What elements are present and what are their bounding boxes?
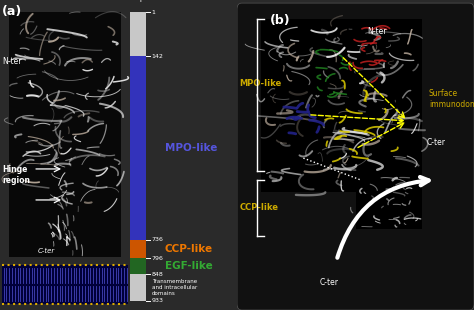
Bar	[130, 274, 146, 301]
Text: CCP-like: CCP-like	[164, 244, 213, 254]
Text: Surface
immunodominante: Surface immunodominante	[429, 90, 474, 109]
Text: 1: 1	[152, 10, 155, 15]
Text: C-ter: C-ter	[38, 248, 55, 254]
Bar	[2, 265, 128, 304]
Text: TPO sequence: TPO sequence	[111, 0, 165, 2]
Text: 933: 933	[152, 298, 164, 303]
Text: Transmembrane
and intracellular
domains: Transmembrane and intracellular domains	[152, 279, 197, 296]
Bar	[9, 12, 121, 257]
Text: 142: 142	[152, 54, 164, 59]
Text: Hinge
region: Hinge region	[2, 166, 30, 185]
Text: CCP-like: CCP-like	[239, 203, 278, 212]
Bar	[261, 19, 422, 192]
Text: 848: 848	[152, 272, 164, 277]
Bar	[130, 240, 146, 258]
Text: EGF-like: EGF-like	[164, 261, 212, 271]
Text: N-ter: N-ter	[2, 57, 22, 67]
Text: 736: 736	[152, 237, 164, 242]
Text: MPO-like: MPO-like	[164, 143, 217, 153]
Bar	[356, 180, 422, 229]
Bar	[130, 258, 146, 274]
Text: 796: 796	[152, 256, 164, 261]
Bar	[130, 12, 146, 56]
Text: C-ter: C-ter	[320, 277, 339, 287]
Text: N-ter: N-ter	[367, 26, 387, 36]
FancyBboxPatch shape	[237, 3, 474, 310]
Text: C-ter: C-ter	[427, 138, 446, 147]
Bar	[130, 56, 146, 240]
Text: (a): (a)	[2, 5, 23, 18]
Text: MPO-like: MPO-like	[239, 79, 282, 88]
Text: (b): (b)	[270, 14, 291, 27]
